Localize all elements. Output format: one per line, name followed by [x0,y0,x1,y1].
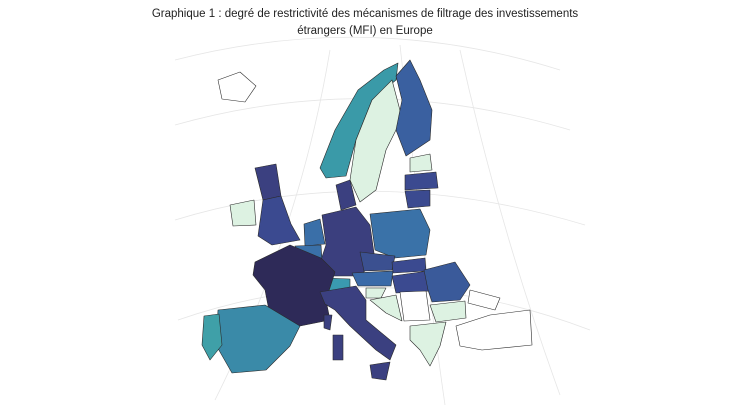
graticule-line [459,49,561,396]
country [455,309,533,351]
country [395,59,433,157]
country [423,261,471,303]
country [409,321,447,367]
country [467,289,501,311]
graticule-line [174,36,561,71]
countries [201,59,533,381]
country [404,189,431,209]
country [319,62,399,179]
graticule-line [174,190,586,226]
country [215,304,301,374]
country [359,251,396,272]
country [429,300,467,323]
country [391,270,431,294]
graticule-line [177,286,591,331]
country [365,287,387,299]
country [351,270,394,287]
country [217,71,257,103]
country [335,179,357,211]
country [409,153,433,173]
country [229,199,257,227]
country [257,195,301,246]
country [323,314,333,331]
country [319,285,397,361]
country [303,218,326,247]
country [201,313,223,361]
country [399,290,431,322]
country [391,257,427,274]
country [404,171,439,191]
country [369,208,431,259]
country [332,334,344,361]
country [349,79,403,203]
map-title: Graphique 1 : degré de restrictivité des… [151,8,579,37]
country [369,361,391,381]
country [254,163,282,201]
country [369,294,403,322]
